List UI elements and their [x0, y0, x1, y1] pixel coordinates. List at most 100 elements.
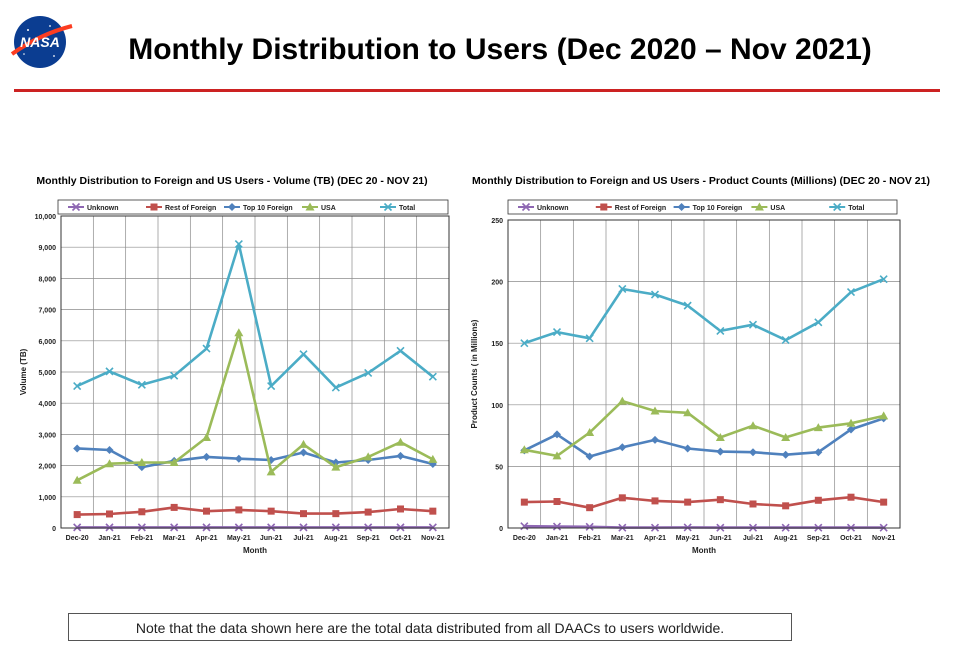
chart1-point-top-10-foreign-aug-21	[781, 450, 790, 459]
chart1-xtick-sep-21: Sep-21	[807, 535, 830, 542]
chart0-point-unknown-jul-21	[299, 523, 308, 532]
chart1-point-usa-oct-21	[846, 418, 856, 427]
chart1-ytick-4: 200	[491, 280, 503, 287]
chart0-legend-label-top-10-foreign: Top 10 Foreign	[243, 205, 293, 212]
chart1-point-unknown-jan-21	[552, 522, 562, 531]
footnote: Note that the data shown here are the to…	[68, 613, 792, 641]
chart0-ytick-8: 8,000	[38, 276, 56, 283]
chart0-point-total-aug-21	[331, 383, 340, 392]
chart0-point-top-10-foreign-apr-21	[202, 452, 211, 461]
chart0-point-total-sep-21	[364, 368, 373, 378]
chart0-point-unknown-may-21	[234, 523, 243, 532]
chart0-point-usa-jul-21	[299, 439, 308, 448]
chart0-plot-border	[60, 215, 450, 529]
chart1-legend-marker-usa	[754, 202, 764, 211]
chart0-legend-marker-top-10-foreign	[228, 203, 236, 211]
chart0-point-unknown-apr-21	[202, 523, 211, 532]
chart1-point-rest-of-foreign-nov-21	[880, 498, 888, 506]
chart0-point-total-jan-21	[105, 367, 114, 376]
chart0-legend-marker-rest-of-foreign	[150, 203, 158, 211]
chart1-point-rest-of-foreign-jun-21	[716, 496, 724, 504]
chart0-point-usa-aug-21	[331, 462, 341, 471]
chart0-point-rest-of-foreign-dec-20	[73, 511, 81, 519]
title-divider	[14, 89, 940, 92]
chart1-point-total-jan-21	[552, 328, 562, 337]
chart1-xtick-jun-21: Jun-21	[709, 535, 732, 542]
chart0-point-rest-of-foreign-apr-21	[203, 507, 210, 515]
chart0-legend-label-usa: USA	[321, 205, 336, 212]
chart1-series-usa-line	[524, 399, 884, 458]
chart1-point-rest-of-foreign-mar-21	[618, 494, 626, 502]
chart0-ytick-4: 4,000	[38, 401, 56, 408]
chart1-point-total-sep-21	[814, 318, 823, 327]
chart1-point-total-jun-21	[716, 326, 725, 335]
chart1-point-rest-of-foreign-oct-21	[847, 493, 855, 501]
chart1-point-total-nov-21	[879, 275, 888, 284]
product-count-chart: Monthly Distribution to Foreign and US U…	[470, 175, 930, 555]
chart1-series-total-line	[523, 277, 885, 345]
chart1-xtick-apr-21: Apr-21	[644, 535, 666, 542]
chart0-xtick-jan-21: Jan-21	[98, 535, 120, 542]
chart0-point-total-mar-21	[170, 371, 179, 380]
chart1-point-total-oct-21	[846, 288, 856, 297]
chart1-ytick-5: 250	[491, 218, 503, 225]
chart1-ylabel: Product Counts ( in Millions)	[470, 319, 479, 428]
chart1-point-usa-aug-21	[781, 432, 791, 441]
chart0-point-total-jun-21	[267, 381, 276, 391]
chart0-point-total-dec-20	[73, 381, 82, 391]
chart1-title: Monthly Distribution to Foreign and US U…	[472, 175, 930, 187]
chart0-point-rest-of-foreign-mar-21	[170, 503, 178, 511]
chart1-legend-label-unknown: Unknown	[537, 205, 569, 212]
chart0-ytick-5: 5,000	[38, 370, 56, 377]
chart0-point-top-10-foreign-dec-20	[73, 444, 82, 453]
chart0-title: Monthly Distribution to Foreign and US U…	[36, 175, 427, 187]
chart0-xtick-jun-21: Jun-21	[260, 535, 283, 542]
chart0-ytick-3: 3,000	[38, 432, 56, 439]
chart0-point-top-10-foreign-jul-21	[299, 448, 308, 457]
chart0-xtick-feb-21: Feb-21	[131, 535, 154, 542]
chart0-point-unknown-feb-21	[137, 523, 146, 532]
chart1-xtick-aug-21: Aug-21	[774, 535, 798, 542]
chart1-legend-label-total: Total	[848, 205, 864, 212]
chart1-series-unknown-line	[524, 524, 884, 529]
chart1-point-usa-dec-20	[519, 445, 529, 454]
chart0-xtick-may-21: May-21	[227, 535, 251, 542]
chart1-point-top-10-foreign-may-21	[683, 444, 692, 453]
chart0-legend-marker-total	[383, 202, 393, 212]
chart0-ylabel: Volume (TB)	[19, 348, 28, 395]
chart0-point-total-may-21	[234, 240, 243, 249]
chart0-point-top-10-foreign-may-21	[234, 454, 243, 463]
chart1-plot-border	[507, 219, 901, 529]
chart1-point-usa-jun-21	[715, 432, 725, 441]
chart1-point-rest-of-foreign-apr-21	[651, 497, 659, 505]
chart0-legend-label-rest-of-foreign: Rest of Foreign	[165, 205, 216, 212]
chart0-ytick-2: 2,000	[38, 464, 56, 471]
chart0-series-total-line	[76, 242, 434, 389]
chart1-point-top-10-foreign-apr-21	[651, 435, 659, 444]
chart0-ytick-0: 0	[52, 526, 56, 533]
chart0-xtick-mar-21: Mar-21	[163, 535, 186, 542]
chart1-point-total-mar-21	[618, 284, 627, 294]
chart0-ytick-9: 9,000	[38, 245, 56, 252]
chart0-point-rest-of-foreign-jul-21	[300, 510, 307, 518]
chart1-point-total-may-21	[683, 301, 692, 310]
chart0-xtick-dec-20: Dec-20	[66, 535, 89, 542]
chart0-point-top-10-foreign-jan-21	[105, 446, 114, 454]
chart0-point-total-nov-21	[428, 372, 437, 381]
chart1-point-total-feb-21	[585, 334, 594, 343]
chart0-point-usa-nov-21	[428, 454, 438, 463]
chart0-ytick-1: 1,000	[38, 495, 56, 502]
chart1-point-top-10-foreign-mar-21	[618, 443, 627, 452]
chart1-xtick-jan-21: Jan-21	[546, 535, 568, 542]
nasa-logo-text: NASA	[20, 34, 60, 50]
chart0-series-usa-line	[76, 331, 434, 482]
chart0-point-usa-dec-20	[72, 475, 82, 484]
chart0-point-rest-of-foreign-oct-21	[397, 505, 404, 513]
chart1-point-total-aug-21	[781, 336, 790, 345]
chart1-point-top-10-foreign-oct-21	[847, 425, 855, 434]
chart0-point-usa-jan-21	[105, 459, 114, 468]
chart1-xtick-jul-21: Jul-21	[743, 535, 763, 542]
chart0-xtick-jul-21: Jul-21	[293, 535, 313, 542]
chart0-point-top-10-foreign-oct-21	[396, 451, 405, 460]
chart1-point-usa-mar-21	[617, 396, 627, 405]
